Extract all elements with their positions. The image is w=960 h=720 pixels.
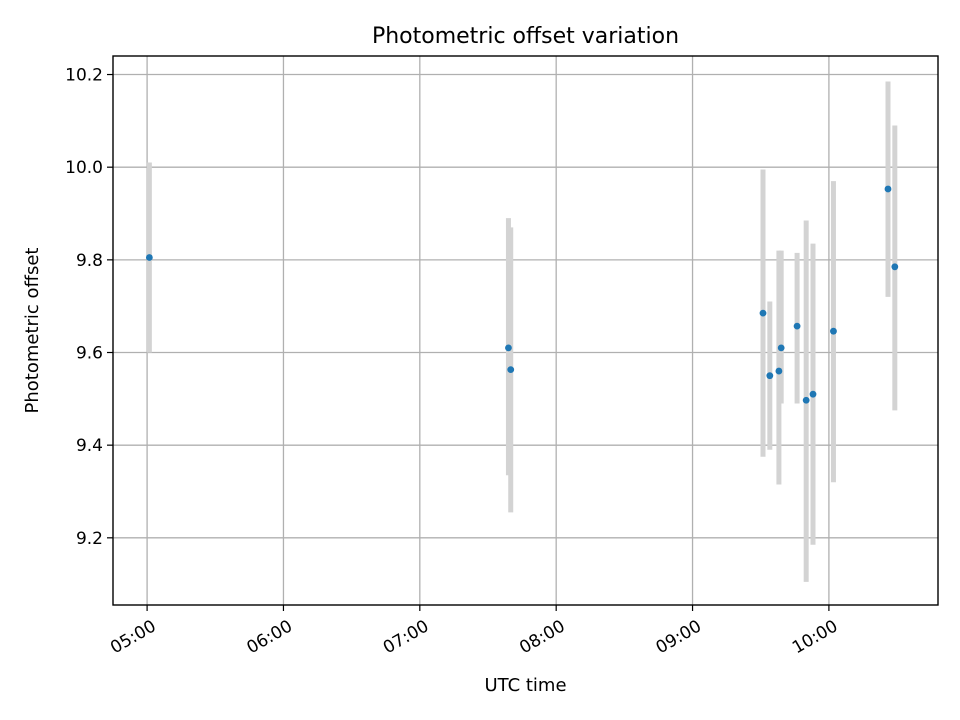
data-point xyxy=(505,344,512,352)
error-bars xyxy=(146,81,898,582)
x-tick-label: 06:00 xyxy=(244,616,296,658)
x-axis-label: UTC time xyxy=(484,675,566,696)
data-point xyxy=(777,344,785,352)
x-tick-label: 07:00 xyxy=(380,616,432,658)
chart-title: Photometric offset variation xyxy=(372,24,679,49)
data-points xyxy=(145,185,899,404)
y-tick-label: 9.4 xyxy=(76,436,103,456)
data-point xyxy=(766,372,774,380)
x-tick-label: 05:00 xyxy=(107,616,159,658)
data-point xyxy=(884,185,892,193)
plot-frame xyxy=(112,55,939,606)
grid xyxy=(113,56,938,605)
y-axis-label: Photometric offset xyxy=(22,248,43,414)
x-tick-label: 10:00 xyxy=(789,616,841,658)
data-point xyxy=(802,396,810,404)
data-point xyxy=(145,254,153,261)
y-tick-label: 9.2 xyxy=(76,529,103,549)
y-tick-label: 9.8 xyxy=(76,251,103,271)
data-point xyxy=(891,263,899,271)
data-point xyxy=(809,390,817,398)
y-tick-label: 10.2 xyxy=(65,66,103,86)
data-point xyxy=(775,367,783,375)
data-point xyxy=(830,327,837,335)
data-point xyxy=(759,309,767,317)
ticks: 9.2 9.4 9.6 9.8 10.0 10.2 05:00 06:00 07:00 08:00… xyxy=(65,66,841,659)
x-tick-label: 09:00 xyxy=(653,616,705,658)
y-tick-label: 10.0 xyxy=(65,158,103,178)
data-point xyxy=(793,322,801,330)
x-tick-label: 08:00 xyxy=(516,616,568,658)
y-tick-label: 9.6 xyxy=(76,344,103,364)
data-point xyxy=(507,366,515,374)
